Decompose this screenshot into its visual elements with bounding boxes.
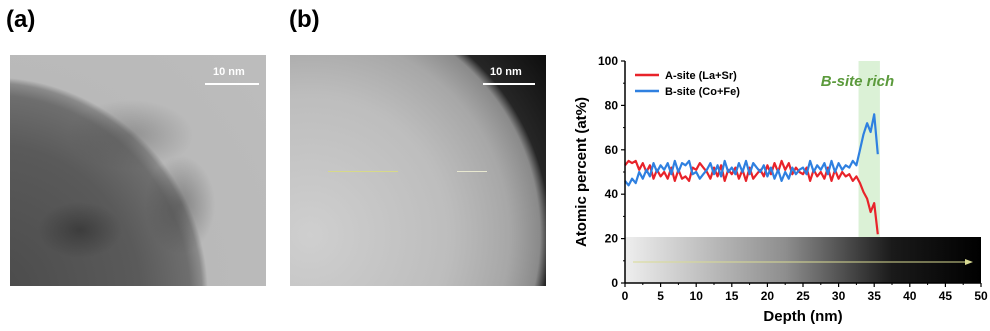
- b-site-rich-annotation: B-site rich: [821, 73, 894, 90]
- panel-label-b: (b): [289, 6, 320, 33]
- panel-label-a: (a): [6, 6, 36, 33]
- legend-label-a-site: A-site (La+Sr): [665, 70, 737, 82]
- y-tick-label: 20: [605, 232, 619, 246]
- y-axis-label: Atomic percent (at%): [573, 97, 590, 247]
- scale-bar-a-label: 10 nm: [213, 66, 245, 78]
- tem-image-a: 10 nm: [10, 55, 266, 286]
- linescan-arrow-head: [965, 259, 973, 265]
- x-tick-label: 20: [761, 289, 775, 303]
- linescan-path-left: [328, 171, 398, 172]
- atomic-percent-chart: 0 5 10 15 20 25 30 35 40 45 50 0 20 40 60 80 100 Depth (n…: [573, 54, 988, 325]
- series-line-b-site: [624, 113, 879, 187]
- x-tick-label: 30: [832, 289, 846, 303]
- x-tick-label: 50: [974, 289, 988, 303]
- y-tick-label: 60: [605, 143, 619, 157]
- scale-bar-a: [205, 83, 259, 85]
- y-tick-label: 100: [598, 54, 618, 68]
- x-tick-label: 45: [939, 289, 953, 303]
- x-tick-label: 15: [725, 289, 739, 303]
- legend-label-b-site: B-site (Co+Fe): [665, 86, 740, 98]
- scale-bar-b-label: 10 nm: [490, 66, 522, 78]
- y-tick-label: 40: [605, 187, 619, 201]
- x-tick-label: 0: [622, 289, 629, 303]
- stem-image-b: 10 nm: [290, 55, 546, 286]
- x-tick-label: 10: [690, 289, 704, 303]
- x-axis-label: Depth (nm): [763, 308, 842, 325]
- x-tick-label: 25: [796, 289, 810, 303]
- x-tick-label: 40: [903, 289, 917, 303]
- y-tick-label: 0: [611, 276, 618, 290]
- y-tick-label: 80: [605, 98, 619, 112]
- scale-bar-b: [483, 83, 535, 85]
- x-tick-label: 35: [868, 289, 882, 303]
- linescan-image-strip: [625, 237, 981, 283]
- linescan-path-right: [457, 171, 487, 172]
- x-tick-label: 5: [657, 289, 664, 303]
